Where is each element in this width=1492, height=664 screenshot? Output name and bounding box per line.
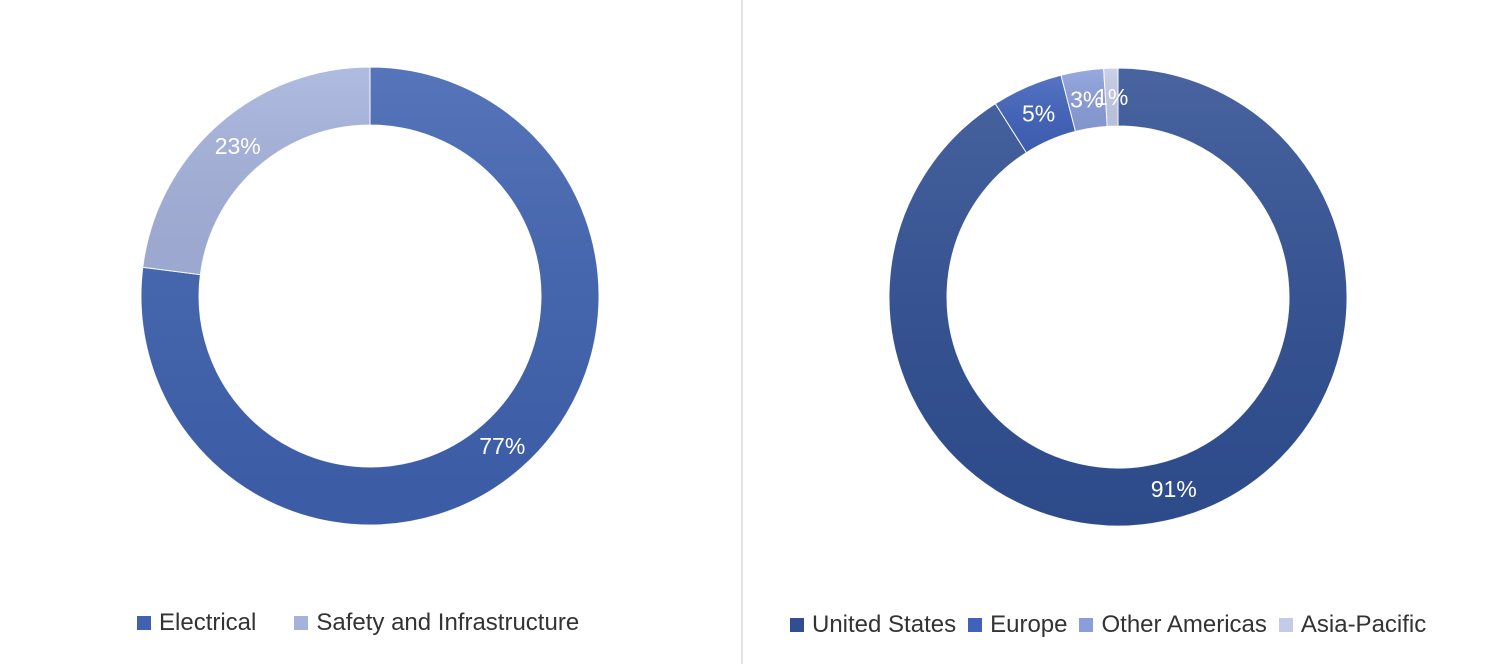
legend-swatch-electrical: [137, 616, 151, 630]
data-label-safety-and-infrastructure: 23%: [215, 133, 261, 159]
donut-slice-shade-europe: [995, 75, 1076, 153]
data-label-other-americas: 3%: [1070, 86, 1103, 112]
donut-slice-shade-safety-and-infrastructure: [142, 67, 370, 275]
legend-item-asia-pacific: Asia-Pacific: [1278, 611, 1427, 639]
legend-item-europe: Europe: [968, 611, 1067, 639]
legend-item-safety-and-infrastructure: Safety and Infrastructure: [294, 609, 579, 637]
legend-label-other-americas: Other Americas: [1101, 611, 1267, 638]
donut-slice-shade-united-states: [888, 68, 1347, 526]
data-label-asia-pacific: 1%: [1095, 84, 1128, 110]
data-label-electrical: 77%: [479, 433, 525, 459]
donut-slice-shade-asia-pacific: [1103, 68, 1118, 127]
donut-chart-segment-type: 77% 23%: [140, 66, 600, 526]
legend-segment-type: Electrical Safety and Infrastructure: [137, 608, 579, 638]
data-label-europe: 5%: [1022, 100, 1055, 126]
legend-item-united-states: United States: [790, 611, 956, 639]
legend-swatch-europe: [968, 618, 983, 632]
donut-slice-shade-other-americas: [1061, 68, 1108, 132]
legend-label-electrical: Electrical: [159, 609, 257, 636]
legend-swatch-safety-and-infrastructure: [294, 616, 309, 630]
legend-item-electrical: Electrical: [137, 609, 256, 637]
legend-label-safety-and-infrastructure: Safety and Infrastructure: [316, 609, 580, 636]
legend-swatch-united-states: [790, 618, 804, 632]
legend-label-asia-pacific: Asia-Pacific: [1300, 611, 1427, 638]
legend-swatch-asia-pacific: [1278, 618, 1293, 632]
legend-region: United States Europe Other Americas Asia…: [790, 610, 1426, 640]
legend-swatch-other-americas: [1079, 618, 1094, 632]
donut-chart-region: 91% 5% 3%1%: [888, 67, 1348, 527]
legend-label-united-states: United States: [812, 611, 957, 638]
chart-divider: [741, 0, 743, 664]
legend-label-europe: Europe: [990, 611, 1068, 638]
legend-item-other-americas: Other Americas: [1079, 611, 1267, 639]
data-label-united-states: 91%: [1151, 476, 1197, 502]
